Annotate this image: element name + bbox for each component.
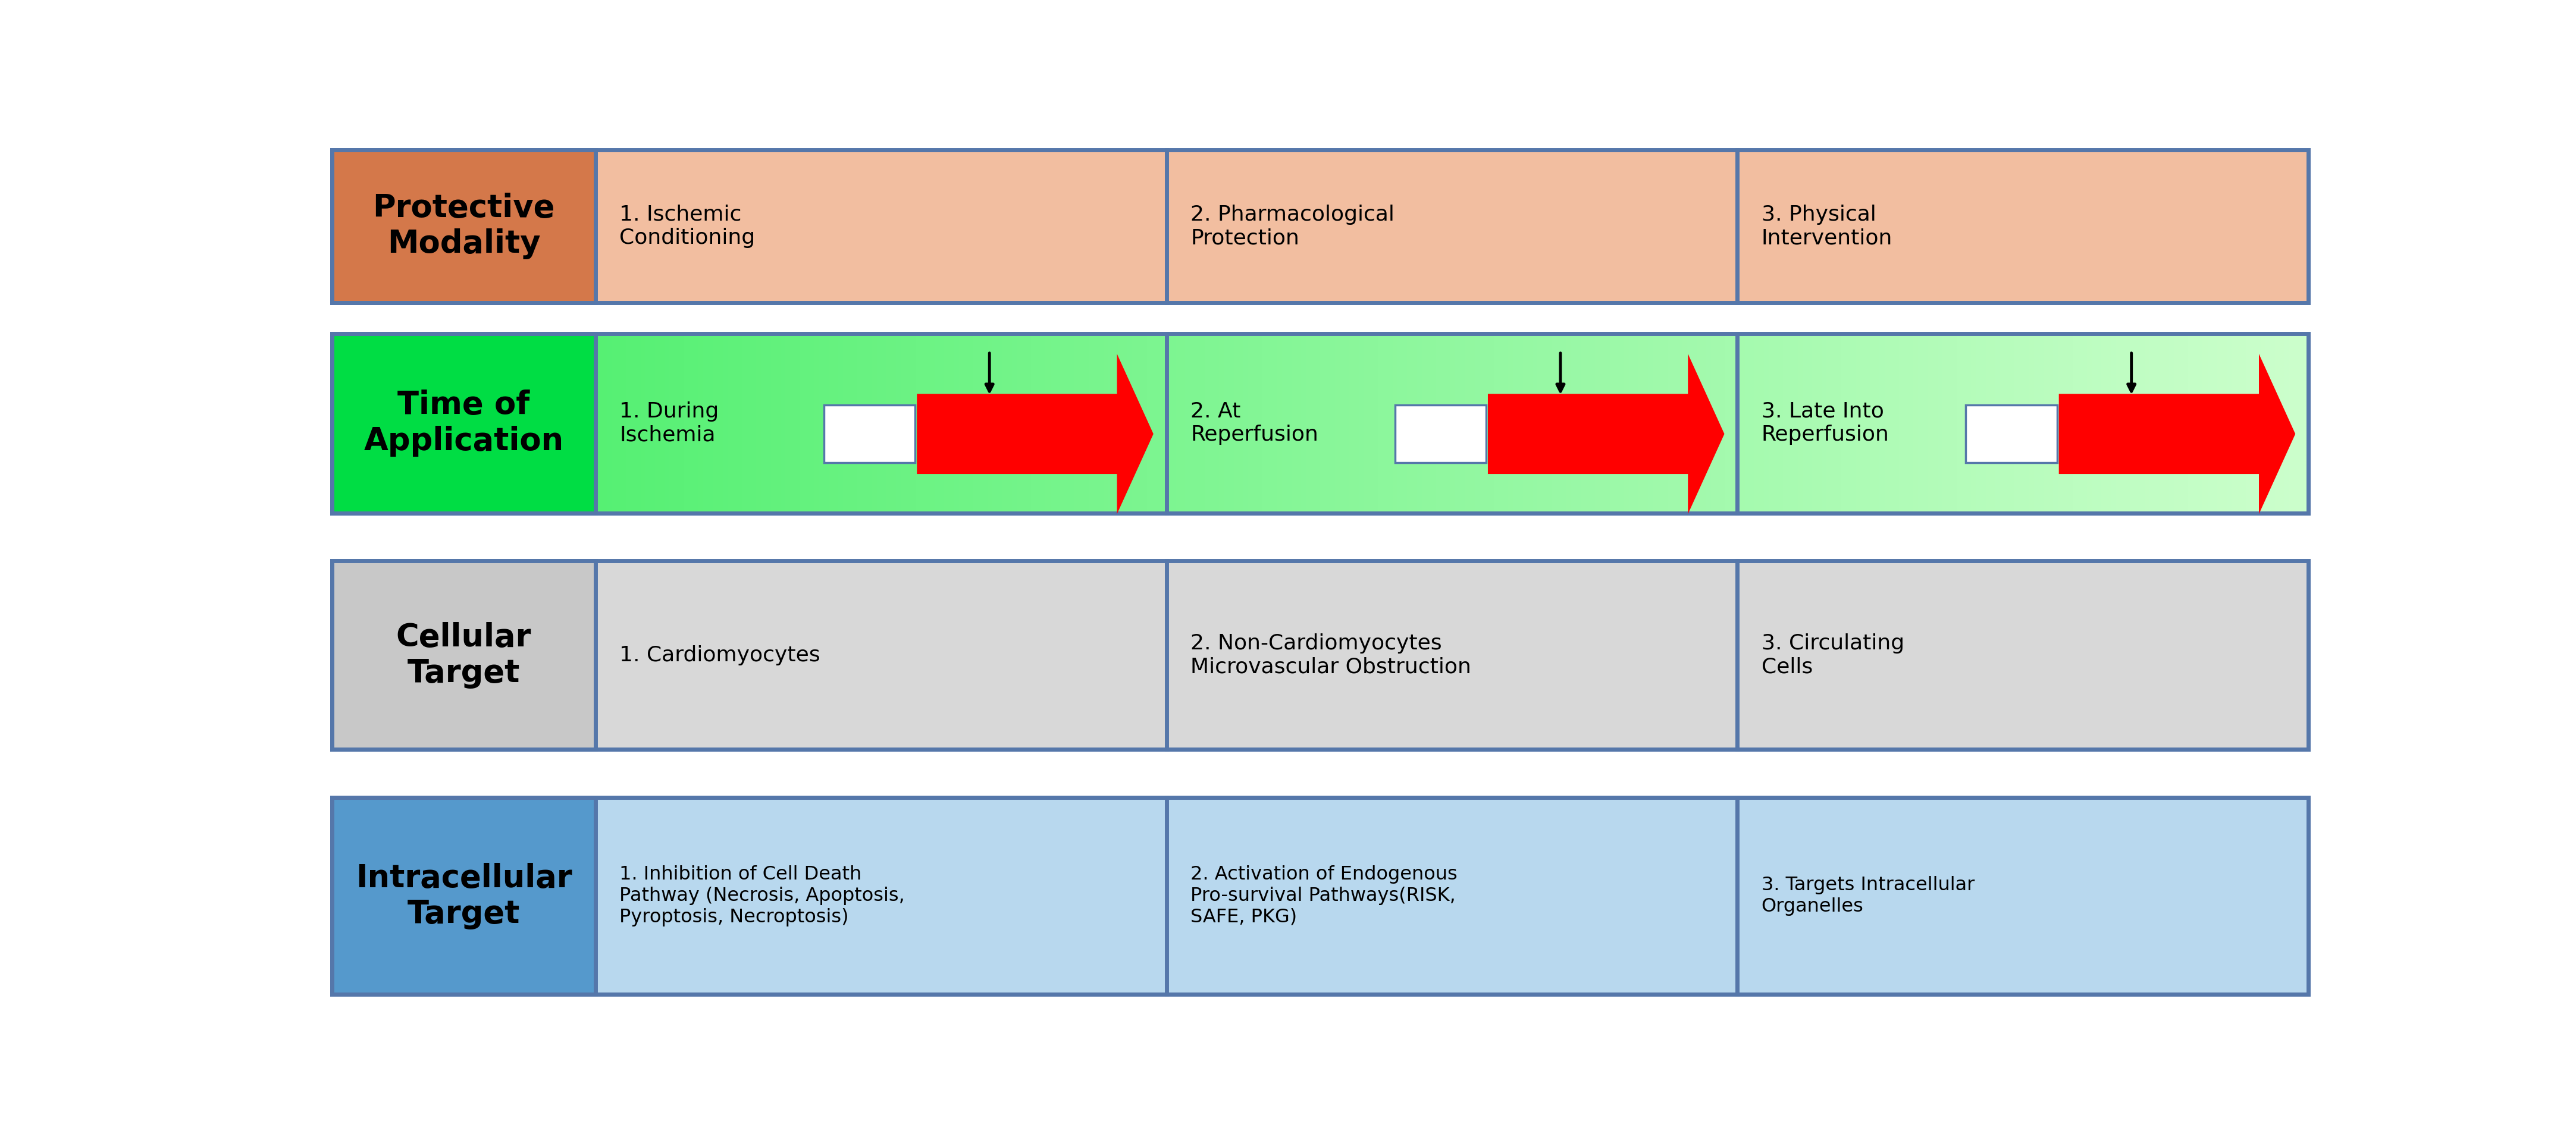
Bar [824,405,914,463]
Text: 1. Ischemic
Conditioning: 1. Ischemic Conditioning [618,205,755,248]
Bar [1965,405,2058,463]
Text: 1. Inhibition of Cell Death
Pathway (Necrosis, Apoptosis,
Pyroptosis, Necroptosi: 1. Inhibition of Cell Death Pathway (Nec… [618,865,904,927]
Text: Intracellular
Target: Intracellular Target [355,863,572,929]
Text: Cellular
Target: Cellular Target [397,622,531,689]
Text: Time of
Application: Time of Application [363,390,564,457]
Bar [332,333,2308,513]
Bar [332,797,2308,995]
Text: 3. Late Into
Reperfusion: 3. Late Into Reperfusion [1762,401,1888,445]
Bar [332,561,595,749]
Bar [332,150,2308,302]
Text: 3. Physical
Intervention: 3. Physical Intervention [1762,205,1893,248]
Text: 2. At
Reperfusion: 2. At Reperfusion [1190,401,1319,445]
Text: 1. Cardiomyocytes: 1. Cardiomyocytes [618,645,819,665]
Bar [332,333,595,513]
Text: 2. Activation of Endogenous
Pro-survival Pathways(RISK,
SAFE, PKG): 2. Activation of Endogenous Pro-survival… [1190,865,1458,927]
Text: 2. Non-Cardiomyocytes
Microvascular Obstruction: 2. Non-Cardiomyocytes Microvascular Obst… [1190,633,1471,677]
Text: Protective
Modality: Protective Modality [374,193,554,259]
Text: 3. Circulating
Cells: 3. Circulating Cells [1762,633,1904,677]
Text: 3. Targets Intracellular
Organelles: 3. Targets Intracellular Organelles [1762,877,1976,915]
Bar [332,797,595,995]
Bar [332,150,595,302]
Text: 1. During
Ischemia: 1. During Ischemia [618,401,719,445]
Text: 2. Pharmacological
Protection: 2. Pharmacological Protection [1190,205,1394,248]
Bar [332,561,2308,749]
Bar [1394,405,1486,463]
